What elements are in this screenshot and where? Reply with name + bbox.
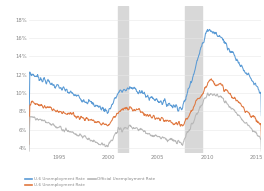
Bar <box>118 6 128 153</box>
Legend: U-6 Unemployment Rate, U-6 Unemployment Rate, Official Unemployment Rate: U-6 Unemployment Rate, U-6 Unemployment … <box>23 176 157 189</box>
Bar <box>185 6 202 153</box>
